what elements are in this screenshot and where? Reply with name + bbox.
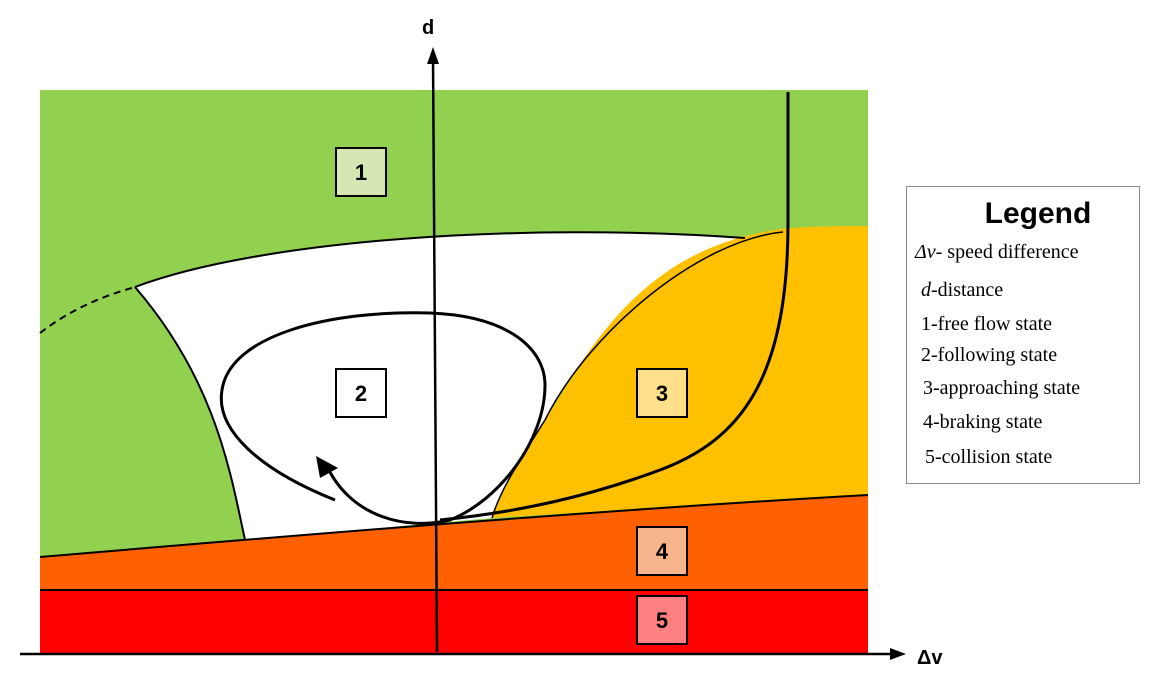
left-boundary-line: [134, 286, 246, 541]
legend-item-free-flow: 1-free flow state: [921, 313, 1053, 335]
state-box-5: 5: [636, 595, 688, 645]
legend-distance-symbol: d: [921, 279, 931, 301]
y-axis: [431, 57, 439, 653]
collision-region: [40, 590, 868, 654]
following-loop-trajectory: [219, 311, 547, 525]
state-number-5: 5: [656, 608, 668, 633]
state-box-4: 4: [636, 526, 688, 576]
state-box-2: 2: [335, 368, 387, 418]
state-number-3: 3: [656, 381, 668, 406]
y-axis-label: d: [422, 17, 434, 39]
legend-speed-symbol: Δv: [915, 241, 936, 263]
upper-boundary-dashed: [39, 286, 136, 334]
legend: Legend Δv- speed difference d-distance 1…: [906, 186, 1140, 484]
y-axis-arrowhead: [427, 47, 439, 64]
legend-item-braking: 4-braking state: [923, 411, 1043, 433]
legend-speed-difference: Δv- speed difference: [915, 241, 1079, 264]
trajectory-arrowhead: [316, 456, 338, 478]
state-number-1: 1: [355, 160, 367, 185]
braking-boundary-line: [39, 494, 869, 558]
state-number-2: 2: [355, 381, 367, 406]
legend-title: Legend: [984, 197, 1092, 230]
state-box-1: 1: [335, 147, 387, 197]
legend-distance: d-distance: [921, 279, 1003, 302]
legend-item-collision: 5-collision state: [925, 446, 1053, 468]
legend-item-following: 2-following state: [921, 344, 1058, 366]
state-box-3: 3: [636, 368, 688, 418]
approach-boundary-line: [491, 231, 784, 519]
x-axis-label: Δv: [917, 647, 943, 669]
approach-trajectory: [439, 92, 790, 522]
following-region: [135, 232, 783, 540]
legend-distance-text: -distance: [931, 279, 1004, 301]
upper-boundary-line: [134, 231, 746, 288]
state-number-4: 4: [656, 539, 669, 564]
x-axis-arrowhead: [890, 648, 906, 660]
legend-speed-text: - speed difference: [935, 241, 1079, 263]
legend-item-approaching: 3-approaching state: [923, 377, 1081, 399]
